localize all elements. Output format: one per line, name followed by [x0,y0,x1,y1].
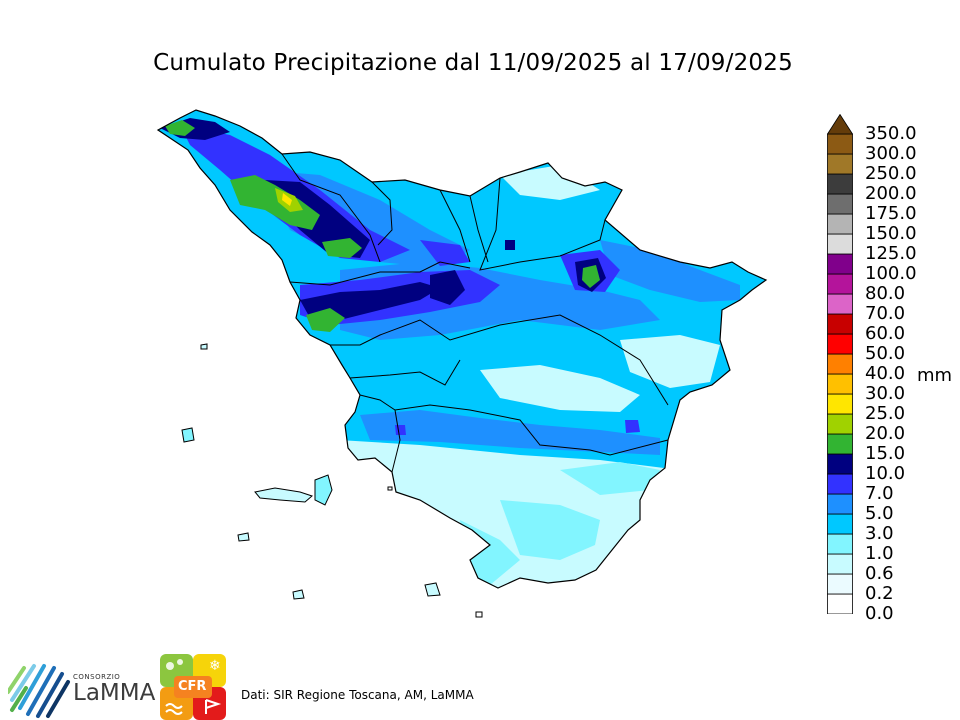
colorbar-bin-100.0 [827,253,853,275]
colorbar-tick-label: 10.0 [865,463,906,484]
map-title: Cumulato Precipitazione dal 11/09/2025 a… [153,50,793,76]
colorbar-tick-label: 0.6 [865,563,894,584]
colorbar-bin-30.0 [827,373,853,395]
svg-text:❄: ❄ [209,658,221,674]
colorbar-tick-label: 7.0 [865,483,894,504]
colorbar-bin-40.0 [827,353,853,375]
colorbar-tick-label: 100.0 [865,263,917,284]
colorbar-bin-15.0 [827,433,853,455]
colorbar-bin-50.0 [827,333,853,355]
colorbar-tick-label: 200.0 [865,183,917,204]
colorbar-tick-label: 40.0 [865,363,906,384]
colorbar-bin-7.0 [827,473,853,495]
colorbar-tick-label: 150.0 [865,223,917,244]
colorbar-tick-label: 1.0 [865,543,894,564]
cfr-logo: ❄ [160,654,226,720]
colorbar-tick-label: 70.0 [865,303,906,324]
tuscan-islands [181,343,483,618]
colorbar-tick-label: 250.0 [865,163,917,184]
colorbar-bin-5.0 [827,493,853,515]
colorbar [827,114,853,614]
colorbar-bin-10.0 [827,453,853,475]
colorbar-tick-label: 80.0 [865,283,906,304]
lamma-logo [8,664,70,718]
cfr-text: CFR [178,679,207,694]
colorbar-tick-label: 175.0 [865,203,917,224]
colorbar-bin-150.0 [827,213,853,235]
province-boundaries [281,153,669,473]
colorbar-tick-label: 20.0 [865,423,906,444]
colorbar-tick-label: 5.0 [865,503,894,524]
colorbar-bin-0.2 [827,573,853,595]
colorbar-bin-200.0 [827,173,853,195]
colorbar-tick-label: 60.0 [865,323,906,344]
colorbar-bin-3.0 [827,513,853,535]
colorbar-bin-300.0 [827,133,853,155]
colorbar-tick-label: 0.0 [865,603,894,624]
colorbar-bin-60.0 [827,313,853,335]
colorbar-bin-25.0 [827,393,853,415]
colorbar-tick-label: 3.0 [865,523,894,544]
colorbar-bin-0.0 [827,593,853,614]
colorbar-tick-label: 25.0 [865,403,906,424]
data-credits: Dati: SIR Regione Toscana, AM, LaMMA [241,688,474,702]
colorbar-tick-label: 15.0 [865,443,906,464]
legend-unit: mm [917,365,953,386]
colorbar-bin-20.0 [827,413,853,435]
colorbar-tick-label: 300.0 [865,143,917,164]
colorbar-bin-70.0 [827,293,853,315]
colorbar-bin-250.0 [827,153,853,175]
colorbar-bin-175.0 [827,193,853,215]
colorbar-tick-label: 50.0 [865,343,906,364]
colorbar-tick-label: 30.0 [865,383,906,404]
lamma-consorzio-text: CONSORZIO [73,673,121,681]
colorbar-tick-label: 350.0 [865,123,917,144]
lamma-name-text: LaMMA [73,680,156,706]
colorbar-tick-label: 0.2 [865,583,894,604]
colorbar-bin-0.6 [827,553,853,575]
colorbar-bin-1.0 [827,533,853,555]
colorbar-bin-80.0 [827,273,853,295]
colorbar-tick-label: 125.0 [865,243,917,264]
colorbar-bin-125.0 [827,233,853,255]
colorbar-extend-arrow [827,114,853,135]
